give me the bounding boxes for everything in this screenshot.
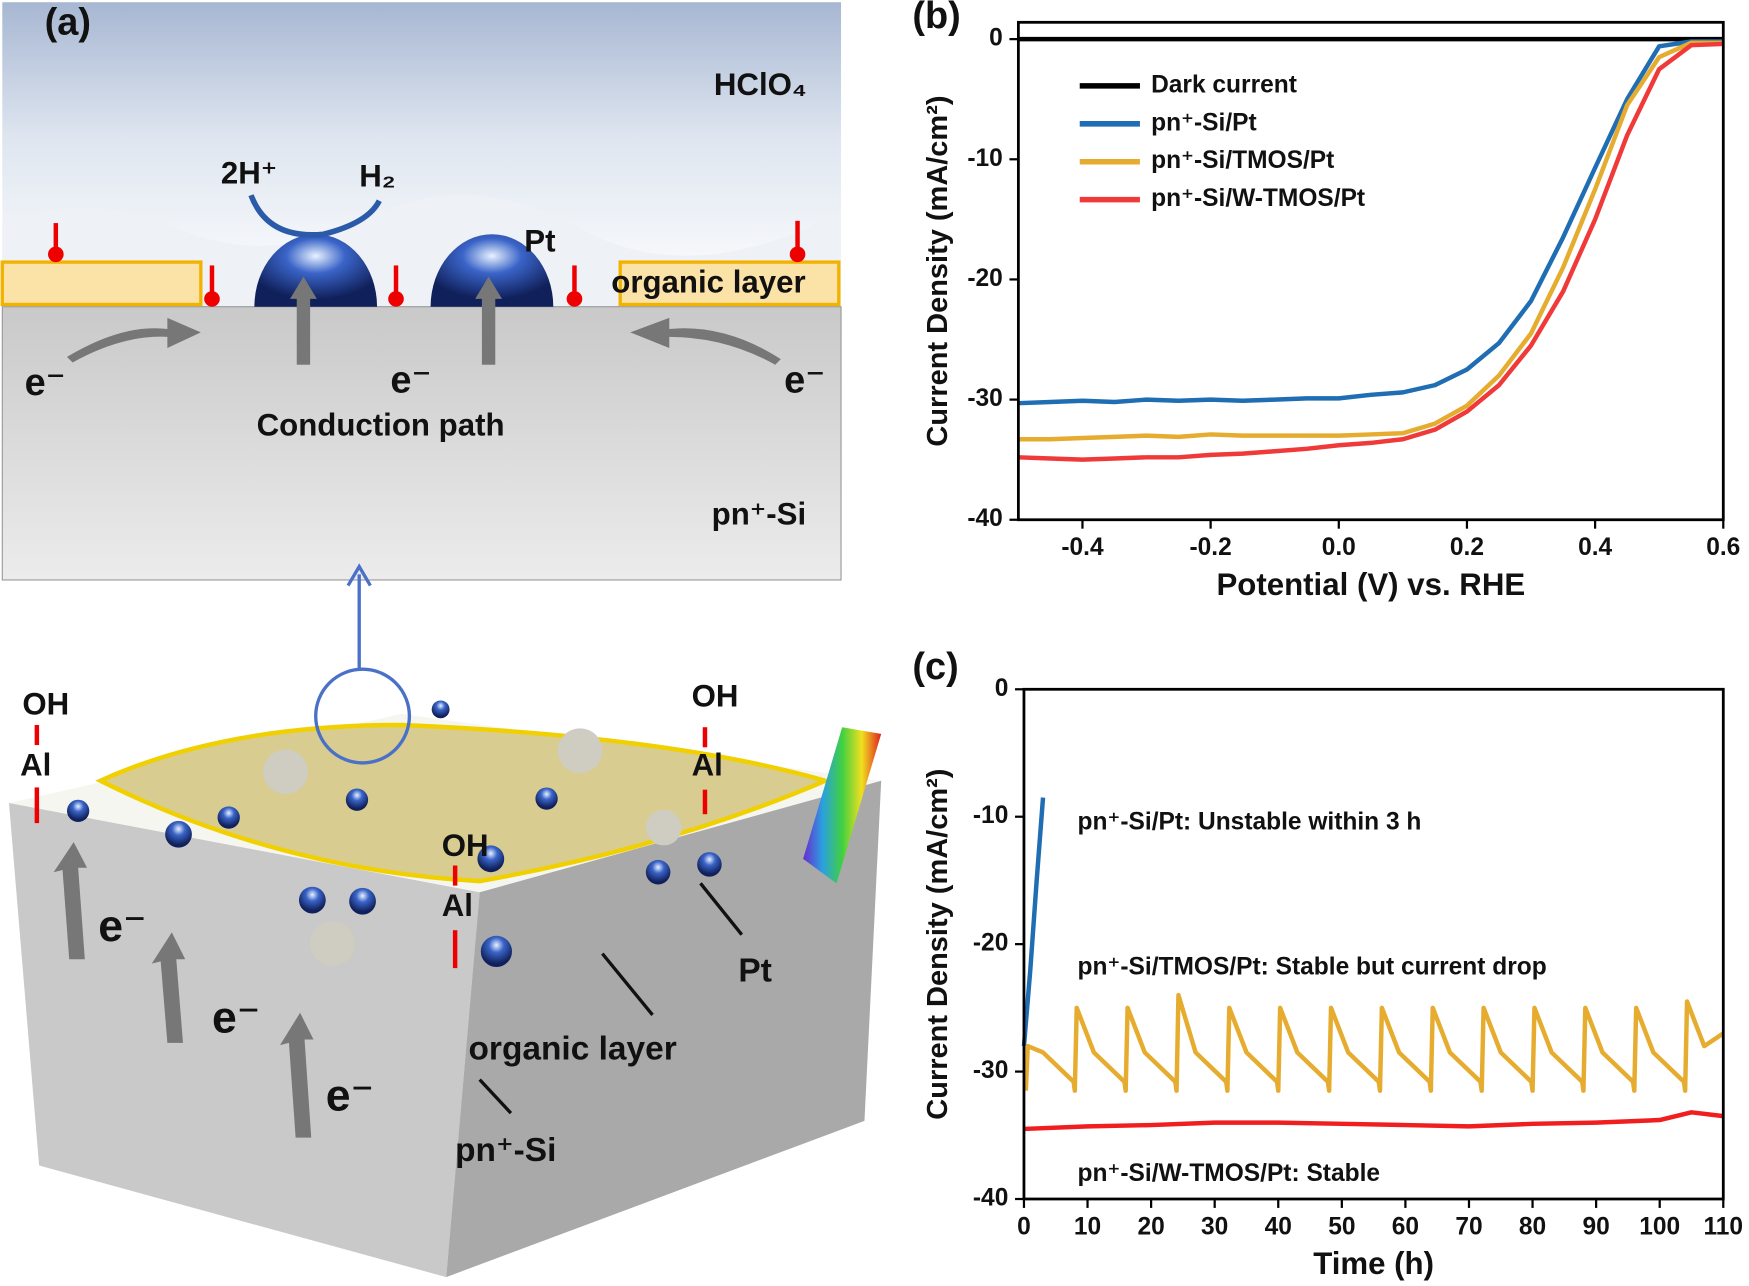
diagram-label: pn⁺-Si [455, 1132, 556, 1169]
x-tick-label: 10 [1074, 1213, 1101, 1240]
block-side [446, 780, 882, 1278]
x-tick-label: 110 [1704, 1213, 1744, 1240]
diagram-label: organic layer [611, 265, 805, 300]
pt-particle [254, 234, 378, 307]
series-line [1023, 992, 1725, 1093]
block-front [8, 803, 480, 1278]
legend-label: pn⁺-Si/W-TMOS/Pt [1151, 185, 1365, 212]
x-tick-label: 80 [1519, 1213, 1546, 1240]
zoom-arrow-head [346, 563, 372, 587]
y-axis-label: Current Density (mA/cm²) [922, 95, 954, 446]
diagram-label: OH [442, 828, 489, 863]
pt-particle [430, 234, 554, 307]
charts: (b) 0 -10 -20 -30 -40 -0.4 -0.2 0.0 0.2 0.4 0.6 Pote… [912, 0, 1743, 1281]
x-tick-label: 30 [1201, 1213, 1228, 1240]
x-axis-label: Potential (V) vs. RHE [1216, 567, 1525, 602]
x-tick-label: -0.4 [1061, 534, 1104, 561]
y-tick-label: -10 [967, 145, 1002, 172]
x-tick-label: 0.4 [1578, 534, 1612, 561]
diagram-label: e⁻ [784, 360, 825, 402]
silicon [1, 306, 842, 581]
x-tick-label: 50 [1328, 1213, 1355, 1240]
diagram-label: e⁻ [25, 362, 66, 404]
diagram-label: OH [692, 678, 739, 713]
y-tick-label: -30 [967, 385, 1002, 412]
panel-label: (b) [912, 0, 960, 37]
diagram [0, 2, 882, 1278]
diagram-label: e⁻ [98, 902, 146, 951]
legend-label: Dark current [1151, 71, 1297, 98]
diagram-label: Pt [738, 952, 771, 989]
x-tick-label: 0 [1017, 1213, 1031, 1240]
legend-label: pn⁺-Si/Pt [1151, 109, 1257, 136]
x-tick-label: 20 [1137, 1213, 1164, 1240]
panel-label: (c) [912, 646, 958, 688]
diagram-label: organic layer [469, 1031, 677, 1068]
diagram-label: e⁻ [212, 993, 260, 1042]
diagram-label: e⁻ [326, 1071, 374, 1120]
diagram-label: HClO₄ [714, 67, 807, 102]
plot-frame [1022, 687, 1725, 1201]
diagram-label: Pt [524, 223, 556, 258]
y-tick-label: -30 [973, 1057, 1008, 1084]
plot-frame [1016, 20, 1725, 522]
y-tick-label: -10 [973, 802, 1008, 829]
x-tick-label: 100 [1639, 1213, 1680, 1240]
y-tick-label: -20 [973, 930, 1008, 957]
organic-layer [0, 260, 203, 307]
series-line [1018, 39, 1724, 406]
diagram-label: 2H⁺ [221, 155, 277, 190]
pointer-arrows [478, 882, 744, 1115]
y-tick-label: -20 [967, 265, 1002, 292]
annotation: pn⁺-Si/TMOS/Pt: Stable but current drop [1077, 954, 1546, 981]
pins [48, 220, 806, 307]
x-tick-label: 60 [1392, 1213, 1419, 1240]
diagram-label: e⁻ [390, 360, 431, 402]
organic-layer [618, 260, 841, 307]
panel-label: (a) [45, 2, 91, 44]
legend-label: pn⁺-Si/TMOS/Pt [1151, 147, 1334, 174]
y-tick-label: -40 [967, 505, 1002, 532]
y-tick-label: 0 [995, 675, 1009, 702]
y-tick-label: -40 [973, 1184, 1008, 1211]
y-tick-label: 0 [989, 25, 1003, 52]
x-tick-label: 70 [1455, 1213, 1482, 1240]
al-bonds [34, 724, 708, 969]
x-axis-label: Time (h) [1313, 1246, 1434, 1281]
x-tick-label: 40 [1265, 1213, 1292, 1240]
annotation: pn⁺-Si/W-TMOS/Pt: Stable [1077, 1160, 1380, 1187]
x-tick-label: -0.2 [1190, 534, 1232, 561]
series-line [1018, 40, 1724, 442]
pt-beads [66, 700, 722, 968]
e-arrows [53, 842, 314, 1138]
diagram-label: OH [22, 686, 69, 721]
series-line [1018, 41, 1724, 462]
light-beam [803, 727, 882, 884]
alumina [263, 728, 682, 966]
diagram-label: Al [442, 888, 473, 923]
arrows [66, 276, 781, 365]
diagram-label: Conduction path [257, 407, 505, 442]
y-axis-label: Current Density (mA/cm²) [922, 769, 954, 1120]
x-tick-label: 90 [1582, 1213, 1609, 1240]
annotation: pn⁺-Si/Pt: Unstable within 3 h [1077, 809, 1421, 836]
x-tick-label: 0.2 [1450, 534, 1484, 561]
series-line [1021, 797, 1046, 1047]
diagram-label: Al [20, 748, 51, 783]
diagram-label: pn⁺-Si [712, 497, 807, 532]
series-line [1023, 1110, 1724, 1132]
x-tick-label: 0.6 [1706, 534, 1740, 561]
diagram-labels: HClO₄ 2H⁺ H₂ Pt organic layer e⁻ e⁻ e⁻ Conductio… [20, 67, 825, 1169]
x-tick-label: 0.0 [1322, 534, 1356, 561]
diagram-label: Al [692, 748, 723, 783]
reaction-arrow [248, 194, 382, 238]
zoom-circle [314, 667, 412, 765]
diagram-label: H₂ [359, 159, 395, 194]
